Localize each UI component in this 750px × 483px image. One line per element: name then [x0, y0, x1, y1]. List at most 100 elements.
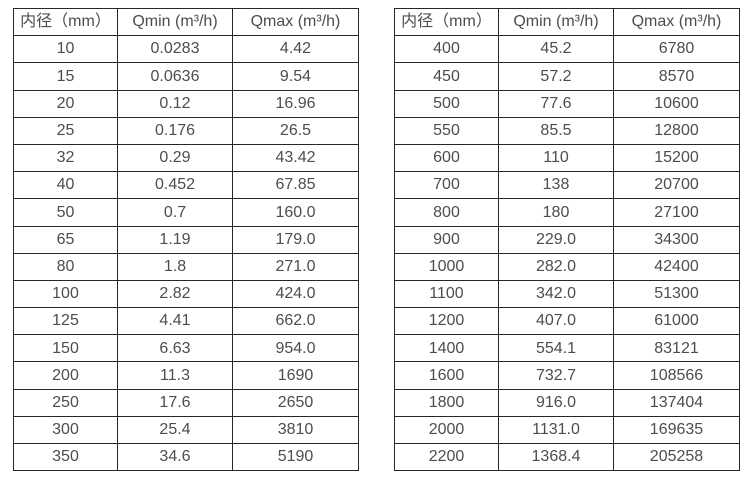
table-cell: 45.2: [498, 35, 614, 64]
table-cell: 138: [498, 171, 614, 200]
table-cell: 100: [13, 279, 118, 309]
table-cell: 9.54: [232, 62, 359, 91]
table-row: 250 17.6 2650: [13, 388, 359, 417]
table-cell: 150: [13, 334, 118, 363]
table-cell: 25.4: [117, 415, 233, 445]
table-cell: 0.452: [117, 171, 233, 200]
table-cell: 10: [13, 35, 118, 64]
table-row: 1100 342.0 51300: [394, 279, 740, 309]
table-cell: 77.6: [498, 89, 614, 118]
table-cell: 20: [13, 89, 118, 118]
table-cell: 1131.0: [498, 415, 614, 445]
table-cell: 4.41: [117, 307, 233, 336]
table-cell: 0.0636: [117, 62, 233, 91]
table-cell: 27100: [613, 198, 740, 227]
table-cell: 0.176: [117, 116, 233, 145]
table-cell: 550: [394, 116, 499, 145]
table-row: 550 85.5 12800: [394, 116, 740, 145]
table-cell: 65: [13, 225, 118, 254]
table-cell: 271.0: [232, 252, 359, 281]
table-cell: 0.7: [117, 198, 233, 227]
table-row: 100 2.82 424.0: [13, 279, 359, 309]
table-cell: 34300: [613, 225, 740, 254]
table-row: 1200 407.0 61000: [394, 307, 740, 336]
table-cell: 900: [394, 225, 499, 254]
table-cell: 51300: [613, 279, 740, 309]
flow-range-tables: 内径（mm） Qmin (m³/h) Qmax (m³/h) 10 0.0283 4.42…: [13, 7, 740, 472]
table-row: 1800 916.0 137404: [394, 388, 740, 417]
table-row: 25 0.176 26.5: [13, 116, 359, 145]
table-cell: 450: [394, 62, 499, 91]
table-cell: 8570: [613, 62, 740, 91]
table-cell: 700: [394, 171, 499, 200]
table-cell: 800: [394, 198, 499, 227]
table-cell: 1.8: [117, 252, 233, 281]
table-cell: 15: [13, 62, 118, 91]
table-cell: 169635: [613, 415, 740, 445]
table-cell: 34.6: [117, 442, 233, 472]
table-row: 300 25.4 3810: [13, 415, 359, 445]
table-cell: 1368.4: [498, 442, 614, 472]
column-header: Qmax (m³/h): [232, 7, 359, 37]
table-row: 65 1.19 179.0: [13, 225, 359, 254]
table-cell: 50: [13, 198, 118, 227]
table-row: 450 57.2 8570: [394, 62, 740, 91]
table-row: 15 0.0636 9.54: [13, 62, 359, 91]
table-cell: 205258: [613, 442, 740, 472]
table-cell: 554.1: [498, 334, 614, 363]
table-row: 40 0.452 67.85: [13, 171, 359, 200]
table-cell: 32: [13, 143, 118, 173]
table-row: 900 229.0 34300: [394, 225, 740, 254]
table-row: 32 0.29 43.42: [13, 143, 359, 173]
table-cell: 85.5: [498, 116, 614, 145]
table-row: 600 110 15200: [394, 143, 740, 173]
column-header: Qmin (m³/h): [117, 7, 233, 37]
table-cell: 5190: [232, 442, 359, 472]
table-row: 1000 282.0 42400: [394, 252, 740, 281]
table-cell: 1000: [394, 252, 499, 281]
table-cell: 180: [498, 198, 614, 227]
table-row: 400 45.2 6780: [394, 35, 740, 64]
table-cell: 2.82: [117, 279, 233, 309]
table-cell: 1100: [394, 279, 499, 309]
table-cell: 0.12: [117, 89, 233, 118]
table-cell: 17.6: [117, 388, 233, 417]
table-cell: 42400: [613, 252, 740, 281]
table-cell: 732.7: [498, 361, 614, 390]
table-row: 350 34.6 5190: [13, 442, 359, 472]
table-cell: 424.0: [232, 279, 359, 309]
table-cell: 6.63: [117, 334, 233, 363]
table-cell: 108566: [613, 361, 740, 390]
table-cell: 137404: [613, 388, 740, 417]
table-cell: 1400: [394, 334, 499, 363]
table-cell: 1690: [232, 361, 359, 390]
table-cell: 282.0: [498, 252, 614, 281]
flow-table-large-diameters: 内径（mm） Qmin (m³/h) Qmax (m³/h) 400 45.2 6780 4…: [394, 7, 740, 472]
table-row: 50 0.7 160.0: [13, 198, 359, 227]
header-row: 内径（mm） Qmin (m³/h) Qmax (m³/h): [13, 7, 359, 37]
table-cell: 26.5: [232, 116, 359, 145]
table-row: 10 0.0283 4.42: [13, 35, 359, 64]
table-row: 800 180 27100: [394, 198, 740, 227]
table-row: 2200 1368.4 205258: [394, 442, 740, 472]
table-row: 2000 1131.0 169635: [394, 415, 740, 445]
table-cell: 11.3: [117, 361, 233, 390]
table-cell: 57.2: [498, 62, 614, 91]
table-cell: 229.0: [498, 225, 614, 254]
table-cell: 1200: [394, 307, 499, 336]
table-row: 700 138 20700: [394, 171, 740, 200]
table-cell: 110: [498, 143, 614, 173]
table-cell: 160.0: [232, 198, 359, 227]
table-cell: 500: [394, 89, 499, 118]
table-cell: 600: [394, 143, 499, 173]
column-header: Qmin (m³/h): [498, 7, 614, 37]
table-cell: 43.42: [232, 143, 359, 173]
table-cell: 1600: [394, 361, 499, 390]
table-cell: 342.0: [498, 279, 614, 309]
table-cell: 12800: [613, 116, 740, 145]
table-cell: 0.29: [117, 143, 233, 173]
table-cell: 16.96: [232, 89, 359, 118]
table-row: 80 1.8 271.0: [13, 252, 359, 281]
table-cell: 10600: [613, 89, 740, 118]
column-header: 内径（mm）: [394, 7, 499, 37]
